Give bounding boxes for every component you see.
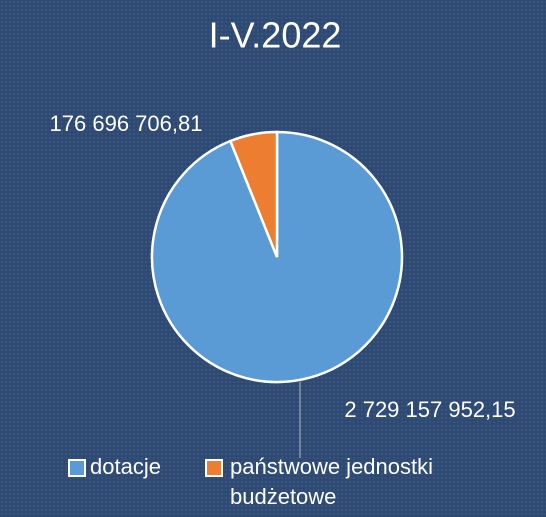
legend-swatch	[68, 459, 86, 477]
legend-label: dotacje	[90, 454, 161, 479]
chart-title: I-V.2022	[209, 15, 342, 56]
legend-swatch	[205, 459, 223, 477]
data-label: 176 696 706,81	[50, 111, 203, 136]
data-label: 2 729 157 952,15	[344, 397, 515, 422]
pie-slice	[228, 130, 279, 258]
legend-label: państwowe jednostki budżetowe	[230, 454, 434, 509]
